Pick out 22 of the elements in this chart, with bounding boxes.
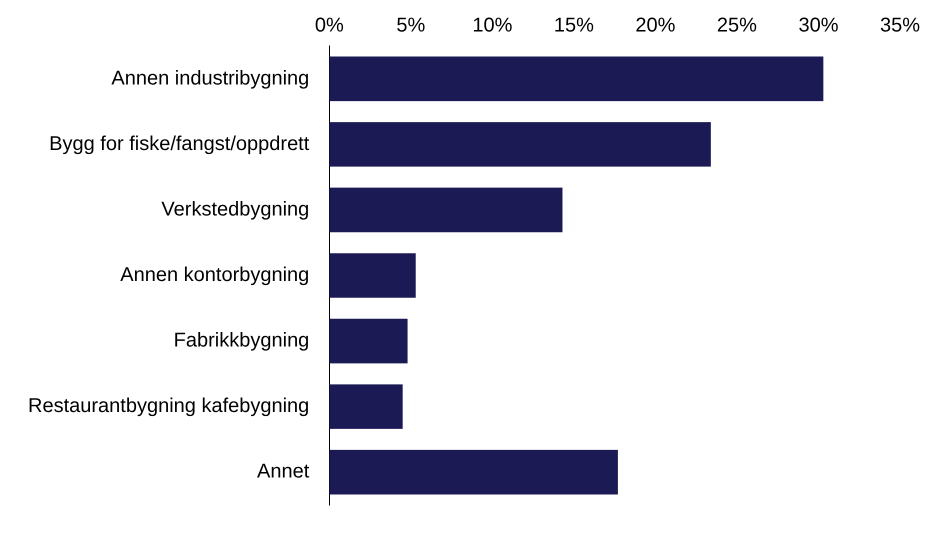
- bar: [329, 318, 408, 364]
- y-tick-label: Verkstedbygning: [161, 198, 310, 220]
- x-tick-label: 10%: [472, 14, 513, 37]
- y-tick-label: Restaurantbygning kafebygning: [28, 395, 310, 418]
- y-tick-label: Annen industribygning: [111, 67, 310, 90]
- x-tick-label: 30%: [798, 14, 839, 37]
- bar: [329, 253, 416, 298]
- x-tick-label: 15%: [554, 14, 594, 37]
- x-tick-label: 0%: [314, 14, 344, 37]
- y-tick-label: Bygg for fiske/fangst/oppdrett: [49, 132, 310, 155]
- bar: [329, 122, 711, 167]
- y-tick-label: Annet: [257, 460, 310, 483]
- bar: [329, 450, 618, 495]
- x-tick-label: 25%: [716, 14, 758, 37]
- x-tick-label: 35%: [880, 14, 920, 37]
- bar: [329, 384, 403, 429]
- y-tick-label: Annen kontorbygning: [120, 264, 310, 286]
- y-tick-label: Fabrikkbygning: [174, 330, 310, 352]
- x-tick-label: 5%: [396, 14, 426, 37]
- bar: [329, 188, 562, 232]
- x-tick-label: 20%: [635, 14, 676, 37]
- bar: [329, 56, 824, 102]
